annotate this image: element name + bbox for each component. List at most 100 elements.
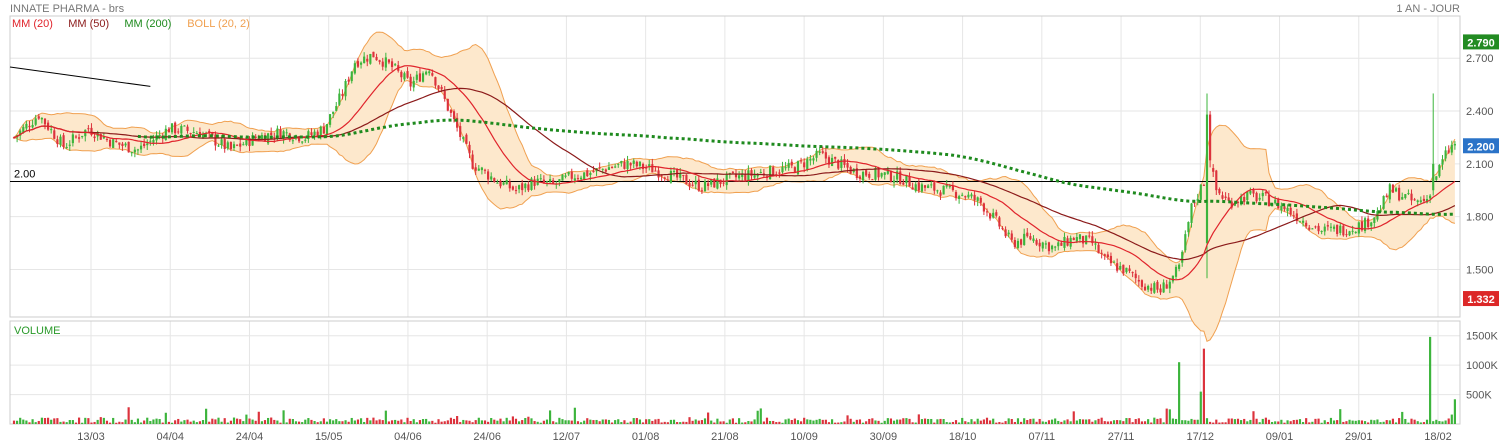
candle-body — [437, 85, 440, 89]
candle-body — [1286, 207, 1289, 212]
volume-bar — [1270, 421, 1274, 424]
volume-bar — [1038, 418, 1041, 424]
candle-body — [815, 150, 818, 158]
candle-body — [1159, 288, 1162, 293]
candle-body — [1205, 114, 1209, 244]
volume-bar — [1252, 411, 1255, 424]
candle-body — [276, 128, 279, 137]
candle-body — [174, 122, 177, 134]
volume-bar — [725, 422, 728, 424]
volume-bar — [437, 419, 440, 424]
volume-bar — [1060, 421, 1063, 424]
candle-body — [1305, 222, 1308, 227]
candle-body — [573, 178, 576, 181]
volume-bar — [1382, 421, 1385, 424]
volume-bar — [1050, 419, 1054, 424]
volume-bar — [1286, 420, 1289, 424]
volume-bar — [558, 417, 561, 424]
candle-body — [319, 126, 322, 136]
candle-body — [1329, 226, 1333, 228]
volume-bar — [403, 422, 406, 424]
volume-bar — [961, 417, 964, 424]
volume-bar — [1376, 419, 1379, 424]
candle-body — [139, 145, 143, 150]
x-tick-label: 30/09 — [870, 431, 898, 443]
volume-bar — [282, 410, 285, 424]
candle-body — [1013, 239, 1016, 247]
candle-body — [37, 116, 40, 119]
volume-bar — [1301, 422, 1305, 424]
volume-bar — [1292, 419, 1295, 424]
volume-bar — [77, 417, 81, 424]
candle-body — [434, 77, 437, 86]
volume-bar — [164, 412, 167, 424]
candle-body — [518, 185, 521, 190]
volume-bar — [1209, 421, 1212, 424]
volume-bar — [1280, 419, 1283, 424]
volume-bar — [195, 422, 198, 424]
candle-body — [313, 131, 316, 136]
candle-body — [1267, 194, 1271, 207]
volume-bar — [1432, 421, 1435, 424]
volume-bar — [112, 417, 115, 424]
candle-body — [387, 59, 391, 63]
volume-bar — [372, 417, 375, 424]
candle-body — [1007, 232, 1010, 235]
volume-bar — [930, 418, 933, 424]
volume-bar — [874, 420, 877, 424]
volume-bar — [47, 417, 50, 424]
candle-body — [1295, 213, 1298, 222]
volume-bar — [105, 420, 109, 424]
volume-bar — [245, 414, 248, 424]
candle-body — [936, 190, 939, 192]
volume-bar — [421, 419, 425, 424]
volume-bar — [81, 422, 84, 424]
candle-body — [1320, 231, 1323, 233]
volume-bar — [322, 418, 325, 424]
price-badge: 1.332 — [1463, 291, 1499, 307]
candle-body — [229, 142, 232, 150]
volume-bar — [824, 419, 827, 424]
candle-body — [474, 167, 477, 171]
candle-body — [1261, 192, 1264, 197]
candle-body — [579, 177, 583, 180]
volume-bar — [167, 421, 171, 424]
candle-body — [1301, 220, 1305, 223]
volume-bar — [682, 421, 685, 424]
volume-bar — [68, 420, 71, 424]
volume-bar — [552, 421, 555, 424]
candle-body — [914, 184, 917, 192]
volume-bar — [521, 420, 524, 424]
volume-bar — [1450, 414, 1453, 424]
candle-body — [539, 178, 542, 180]
candle-body — [985, 211, 989, 213]
volume-bar — [1171, 418, 1175, 424]
volume-bar — [1348, 419, 1351, 424]
volume-bar — [1165, 408, 1168, 424]
candle-body — [883, 172, 886, 175]
candle-body — [356, 61, 360, 67]
volume-bar — [130, 419, 133, 424]
volume-bar — [855, 419, 858, 424]
volume-bar — [239, 419, 242, 424]
volume-bar — [71, 420, 74, 424]
volume-bar — [1029, 418, 1032, 424]
candle-body — [635, 161, 638, 167]
candle-body — [493, 178, 496, 182]
volume-bar — [294, 421, 298, 424]
volume-bar — [43, 417, 47, 424]
candle-body — [1088, 235, 1091, 237]
volume-bar — [236, 418, 239, 424]
volume-bar — [16, 420, 19, 424]
candle-body — [1128, 268, 1131, 272]
candle-body — [654, 170, 657, 172]
volume-bar — [496, 420, 499, 424]
candle-body — [861, 171, 865, 181]
volume-bar — [304, 419, 307, 424]
volume-bar — [1162, 422, 1165, 424]
volume-bar — [428, 421, 431, 424]
x-tick-label: 01/08 — [632, 431, 660, 443]
candle-body — [1292, 215, 1295, 217]
candle-body — [1289, 207, 1292, 215]
volume-bar — [989, 420, 992, 424]
